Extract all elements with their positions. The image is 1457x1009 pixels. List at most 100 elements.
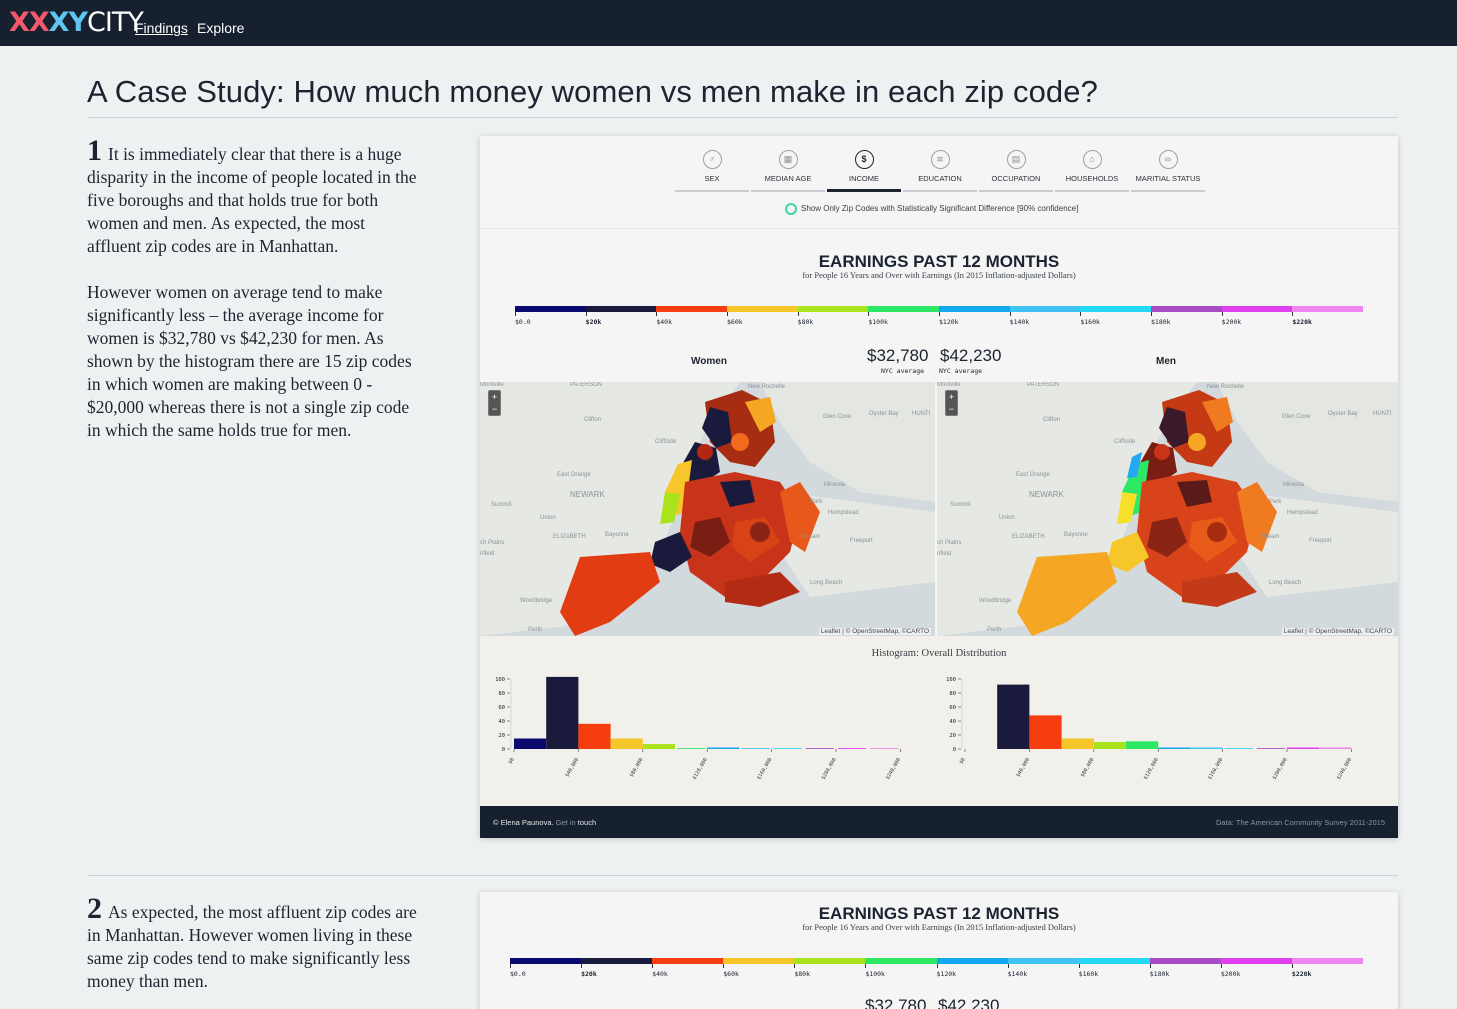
income-visualization-card: ♂ SEX ▦ MEDIAN AGE $ INCOME ≋ EDUCATION ▤ OCCUPAT… (480, 136, 1398, 838)
footer-author: © Elena Paunova (493, 818, 552, 827)
legend-tick (727, 312, 728, 316)
women-map[interactable]: + − PATERSON Montville New Rochelle Glen… (480, 382, 935, 636)
tab-label: INCOME (849, 174, 879, 183)
legend-swatch (797, 306, 869, 312)
section-paragraph: However women on average tend to make si… (87, 282, 412, 440)
map-attribution[interactable]: Leaflet | © OpenStreetMap, ©CARTO (1281, 628, 1394, 635)
map-place-label: HUNTI (1373, 411, 1392, 417)
tab-households[interactable]: ⌂ HOUSEHOLDS (1055, 150, 1129, 192)
x-tick-label: $240,000 (885, 757, 902, 781)
zoom-in-button[interactable]: + (491, 392, 498, 402)
tab-sex[interactable]: ♂ SEX (675, 150, 749, 192)
legend-label: $120k (936, 970, 957, 978)
zoom-in-button[interactable]: + (948, 392, 955, 402)
map-attribution[interactable]: Leaflet | © OpenStreetMap, ©CARTO (818, 628, 931, 635)
histogram-bar (997, 684, 1030, 749)
zoom-out-button[interactable]: − (491, 404, 498, 414)
footer-contact-prefix: Get in (555, 818, 576, 827)
legend-swatch (1149, 958, 1222, 964)
legend-label: $120k (939, 318, 959, 326)
map-place-label: nfield (480, 551, 495, 557)
tab-income[interactable]: $ INCOME (827, 150, 901, 192)
tab-occupation[interactable]: ▤ OCCUPATION (979, 150, 1053, 192)
tab-label: HOUSEHOLDS (1065, 174, 1119, 183)
education-icon: ≋ (930, 150, 950, 169)
section-paragraph: As expected, the most affluent zip codes… (87, 902, 417, 991)
legend-tick (868, 312, 870, 316)
x-tick-label: $80,000 (1080, 757, 1096, 778)
income-visualization-card-2: EARNINGS PAST 12 MONTHS for People 16 Ye… (480, 892, 1398, 1009)
tab-label: EDUCATION (918, 174, 962, 183)
histogram-bar (1287, 747, 1320, 749)
x-tick-label: $40,000 (564, 757, 580, 778)
logo[interactable]: XXXYCITY (9, 7, 144, 39)
color-legend: $0.0 $20k $40k $60k $80k $100k $120k $140k $160k… (515, 306, 1364, 326)
map-place-label: HUNTI (912, 411, 931, 417)
divider (480, 228, 1398, 229)
legend-swatch (581, 958, 653, 964)
x-tick-label: $40,000 (1015, 757, 1031, 778)
map-place-label: New Rochelle (748, 384, 786, 390)
map-place-label: Freeport (850, 538, 873, 544)
map-place-label: Perth (528, 627, 543, 633)
men-zoom-control[interactable]: + − (945, 390, 958, 416)
tab-median-age[interactable]: ▦ MEDIAN AGE (751, 150, 825, 192)
legend-tick (1080, 312, 1082, 316)
histogram-title: Histogram: Overall Distribution (871, 648, 1007, 659)
legend-swatch (868, 306, 940, 312)
men-histogram: 0 20 40 60 80 100 $0 $40,000 $80,000 $120,000 $160… (946, 677, 1353, 781)
get-in-touch-link[interactable]: touch (577, 818, 597, 827)
logo-part-2: XY (48, 7, 88, 38)
men-map[interactable]: + − PATERSON Montville New Rochelle Glen… (937, 382, 1398, 636)
map-place-label: East Orange (1016, 472, 1050, 478)
nav-link-findings[interactable]: Findings (135, 20, 188, 36)
tab-label: MEDIAN AGE (764, 174, 812, 183)
legend-label: $60k (727, 318, 743, 326)
nav-link-explore[interactable]: Explore (197, 20, 245, 36)
legend-label: $100k (865, 970, 885, 978)
women-average-value: $32,780 (867, 346, 929, 365)
legend-tick (652, 964, 654, 968)
legend-swatch (865, 958, 937, 964)
map-place-label: Woodbridge (520, 598, 553, 604)
map-place-label: Glen Cove (1282, 414, 1311, 420)
map-place-label: Montville (480, 382, 504, 388)
logo-part-1: XX (9, 7, 50, 38)
map-place-label: nfield (937, 551, 952, 557)
map-place-label: Union (540, 515, 556, 521)
map-place-label: Union (999, 515, 1015, 521)
map-place-label: Woodbridge (979, 598, 1012, 604)
legend-label: $220k (1291, 970, 1312, 978)
men-map-title: Men (1156, 356, 1176, 367)
significance-filter[interactable]: Show Only Zip Codes with Statistically S… (785, 203, 1078, 215)
tab-maritial-status[interactable]: ∞ MARITIAL STATUS (1131, 150, 1205, 192)
zoom-out-button[interactable]: − (948, 404, 955, 414)
legend-label: $200k (1220, 970, 1241, 978)
legend-swatch (1151, 306, 1223, 312)
footer-source: Data: The American Community Survey 2011… (1216, 818, 1385, 827)
map-place-label: Hempstead (828, 510, 859, 516)
y-tick-label: 20 (498, 733, 505, 739)
map-place-label: ch Plains (937, 540, 962, 546)
map-place-label: ch Plains (480, 540, 505, 546)
legend-swatch (515, 306, 587, 312)
legend-tick (865, 964, 867, 968)
x-tick-label: $160,000 (1207, 757, 1224, 781)
legend-swatch (1220, 958, 1293, 964)
legend-swatch (723, 958, 795, 964)
women-average-label: NYC average (881, 367, 925, 375)
women-zoom-control[interactable]: + − (488, 390, 501, 416)
radio-icon[interactable] (785, 203, 797, 215)
legend-label: $40k (656, 318, 672, 326)
tab-education[interactable]: ≋ EDUCATION (903, 150, 977, 192)
tab-label: SEX (704, 174, 720, 183)
y-tick-label: 80 (498, 691, 505, 697)
legend-tick (1291, 964, 1293, 968)
logo-part-3: CITY (87, 7, 144, 38)
map-place-label: Summit (491, 502, 512, 508)
card-footer: © Elena Paunova. Get in touch Data: The … (480, 806, 1398, 838)
x-tick-label: $0 (508, 757, 516, 765)
tab-label: OCCUPATION (991, 174, 1041, 183)
legend-label: $140k (1009, 318, 1030, 326)
earnings-subtitle: for People 16 Years and Over with Earnin… (802, 922, 1076, 932)
